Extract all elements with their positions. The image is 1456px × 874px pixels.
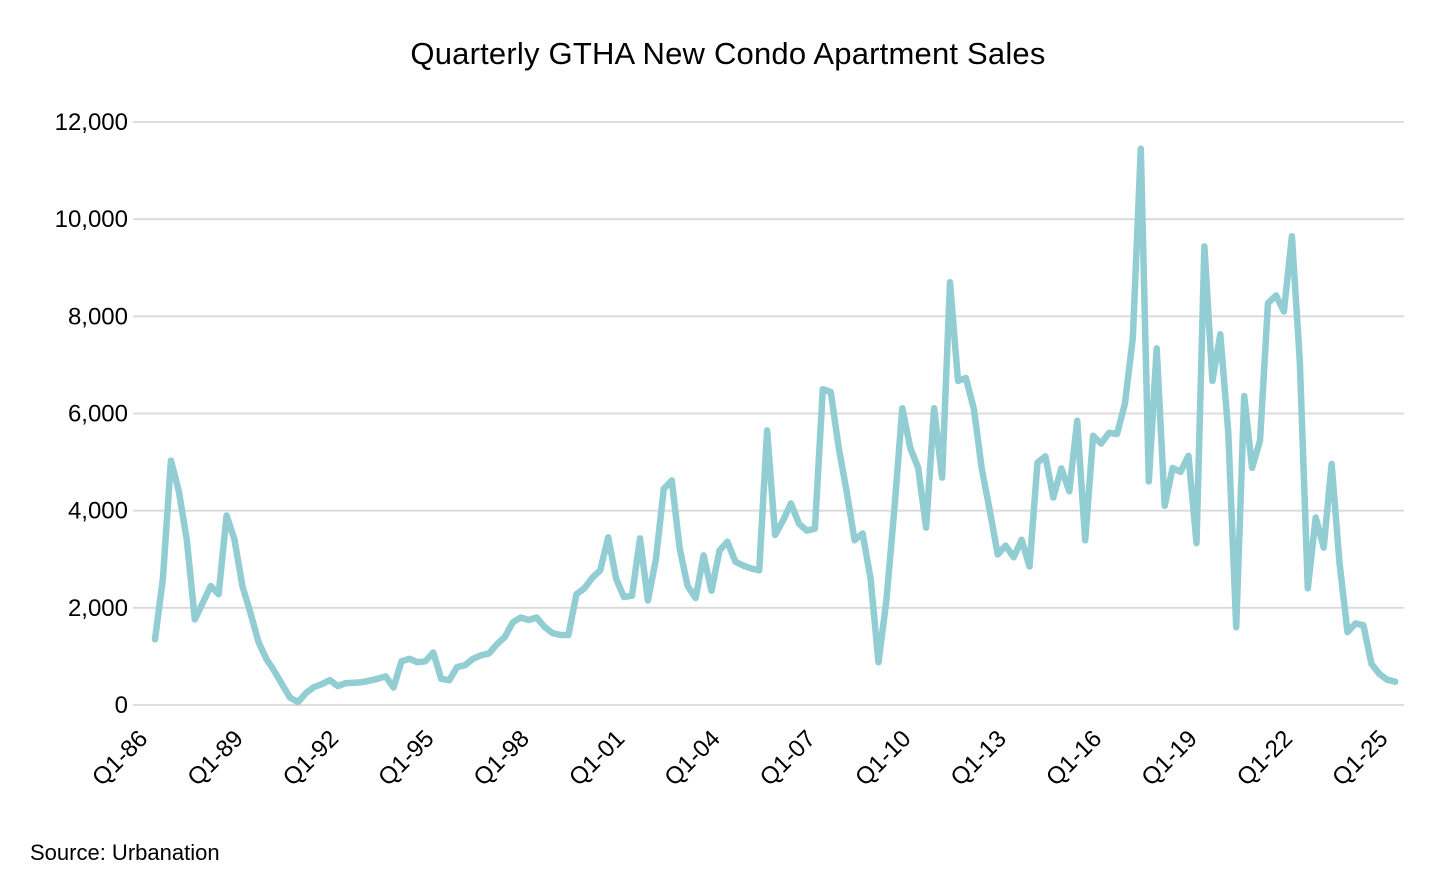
source-note: Source: Urbanation — [30, 840, 220, 865]
x-axis-tick-label: Q1-92 — [278, 725, 344, 791]
x-axis-tick-label: Q1-98 — [469, 725, 535, 791]
x-axis-tick-label: Q1-13 — [946, 725, 1012, 791]
x-axis-tick-label: Q1-07 — [755, 725, 821, 791]
x-axis-tick-label: Q1-04 — [659, 725, 725, 791]
y-axis-tick-label: 10,000 — [55, 206, 128, 233]
y-axis-tick-label: 0 — [115, 692, 128, 719]
x-axis-tick-label: Q1-16 — [1041, 725, 1107, 791]
y-axis-tick-label: 6,000 — [68, 401, 128, 428]
y-axis-tick-label: 12,000 — [55, 109, 128, 136]
x-axis-tick-label: Q1-89 — [182, 725, 248, 791]
x-axis-tick-label: Q1-22 — [1232, 725, 1298, 791]
y-axis-tick-label: 4,000 — [68, 498, 128, 525]
x-axis-tick-label: Q1-19 — [1136, 725, 1202, 791]
x-axis-tick-label: Q1-25 — [1327, 725, 1393, 791]
y-axis-tick-label: 8,000 — [68, 303, 128, 330]
x-axis-tick-label: Q1-10 — [850, 725, 916, 791]
x-axis-tick-label: Q1-86 — [87, 725, 153, 791]
chart-title: Quarterly GTHA New Condo Apartment Sales — [410, 36, 1046, 71]
x-axis-tick-label: Q1-95 — [373, 725, 439, 791]
x-axis-tick-label: Q1-01 — [564, 725, 630, 791]
y-axis-tick-label: 2,000 — [68, 595, 128, 622]
sales-line-series — [151, 145, 1399, 706]
